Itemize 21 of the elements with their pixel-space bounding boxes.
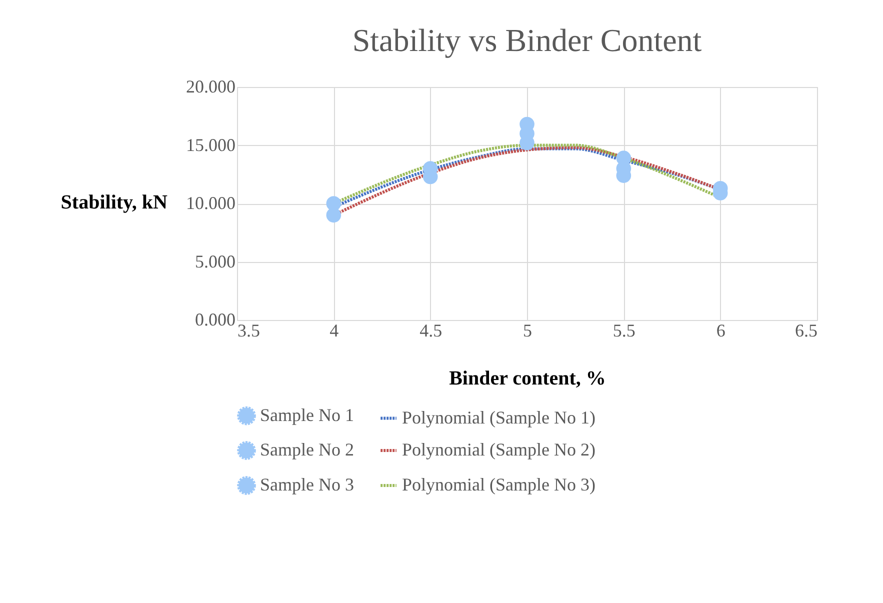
y-axis-title: Stability, kN <box>60 192 168 214</box>
x-tick-label: 4.5 <box>420 320 442 340</box>
x-tick-label: 6 <box>716 320 726 340</box>
legend-label: Polynomial (Sample No 3) <box>402 474 596 494</box>
legend-label: Polynomial (Sample No 1) <box>402 407 596 428</box>
y-tick-label: 0.000 <box>195 310 236 330</box>
legend-label: Sample No 3 <box>260 474 354 494</box>
y-tick-label: 5.000 <box>195 251 236 272</box>
x-tick-label: 6.5 <box>795 320 818 340</box>
x-axis-title: Binder content, % <box>449 368 606 390</box>
legend-label: Sample No 2 <box>260 440 354 460</box>
x-tick-label: 4 <box>330 320 339 340</box>
chart-title: Stability vs Binder Content <box>352 22 702 58</box>
y-tick-label: 10.000 <box>186 193 236 213</box>
legend-label: Polynomial (Sample No 2) <box>402 440 596 460</box>
legend-label: Sample No 1 <box>260 404 354 425</box>
x-tick-label: 5.5 <box>612 320 636 340</box>
x-tick-label: 3.5 <box>238 320 260 340</box>
y-tick-label: 20.000 <box>186 76 236 96</box>
x-tick-label: 5 <box>523 320 532 340</box>
y-tick-label: 15.000 <box>186 134 236 155</box>
